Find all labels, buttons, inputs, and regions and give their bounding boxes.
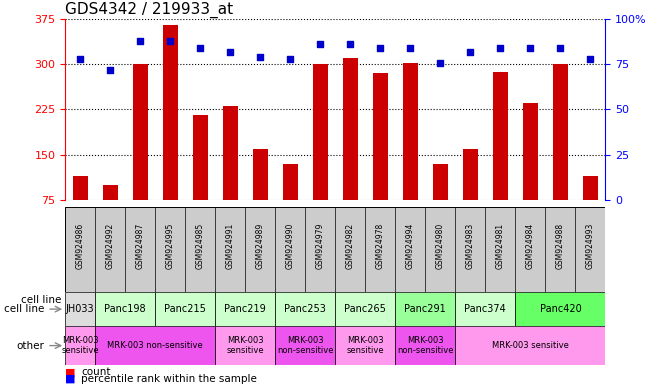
Bar	[253, 149, 268, 200]
Text: GSM924990: GSM924990	[286, 223, 295, 269]
Bar	[155, 292, 215, 326]
Point	[255, 54, 266, 60]
Bar	[433, 164, 448, 200]
Text: GSM924979: GSM924979	[316, 223, 325, 269]
Text: Panc198: Panc198	[104, 304, 146, 314]
Text: MRK-003 non-sensitive: MRK-003 non-sensitive	[107, 341, 203, 350]
Point	[285, 56, 296, 62]
Text: GSM924978: GSM924978	[376, 223, 385, 269]
Point	[495, 45, 506, 51]
Bar	[95, 326, 215, 365]
Bar	[163, 25, 178, 200]
Bar	[223, 106, 238, 200]
Text: GSM924986: GSM924986	[76, 223, 85, 269]
Bar	[65, 292, 95, 326]
Text: GSM924993: GSM924993	[586, 223, 595, 269]
Text: GSM924992: GSM924992	[105, 223, 115, 269]
Point	[405, 45, 415, 51]
Point	[555, 45, 566, 51]
Bar	[103, 185, 118, 200]
Text: other: other	[16, 341, 44, 351]
Text: MRK-003
sensitive: MRK-003 sensitive	[61, 336, 99, 355]
Bar	[283, 164, 298, 200]
Bar	[403, 63, 418, 200]
Bar	[193, 116, 208, 200]
Bar	[275, 326, 335, 365]
Bar	[335, 326, 395, 365]
Text: Panc219: Panc219	[225, 304, 266, 314]
Point	[585, 56, 596, 62]
Point	[345, 41, 355, 48]
Point	[195, 45, 205, 51]
Point	[465, 49, 475, 55]
Text: JH033: JH033	[66, 304, 94, 314]
Text: Panc291: Panc291	[404, 304, 446, 314]
Bar	[463, 149, 478, 200]
Point	[435, 60, 445, 66]
Bar	[312, 65, 327, 200]
Bar	[275, 292, 335, 326]
Text: MRK-003 sensitive: MRK-003 sensitive	[492, 341, 569, 350]
Text: GSM924991: GSM924991	[226, 223, 235, 269]
Bar	[133, 65, 148, 200]
Text: percentile rank within the sample: percentile rank within the sample	[81, 374, 257, 384]
Text: GSM924980: GSM924980	[436, 223, 445, 269]
Bar	[215, 292, 275, 326]
Text: Panc215: Panc215	[164, 304, 206, 314]
Text: cell line: cell line	[4, 304, 44, 314]
Point	[165, 38, 175, 44]
Bar	[335, 292, 395, 326]
Bar	[215, 326, 275, 365]
Text: GDS4342 / 219933_at: GDS4342 / 219933_at	[65, 2, 233, 18]
Text: GSM924994: GSM924994	[406, 223, 415, 269]
Text: GSM924995: GSM924995	[165, 223, 174, 269]
Bar	[343, 58, 358, 200]
Text: GSM924983: GSM924983	[466, 223, 475, 269]
Text: GSM924981: GSM924981	[496, 223, 505, 269]
Text: ■: ■	[65, 374, 76, 384]
Bar	[553, 65, 568, 200]
Text: GSM924982: GSM924982	[346, 223, 355, 269]
Text: cell line: cell line	[21, 295, 61, 305]
Bar	[373, 73, 388, 200]
Point	[135, 38, 145, 44]
Text: Panc253: Panc253	[284, 304, 326, 314]
Bar	[516, 292, 605, 326]
Bar	[455, 326, 605, 365]
Text: ■: ■	[65, 367, 76, 377]
Text: GSM924985: GSM924985	[196, 223, 204, 269]
Point	[525, 45, 536, 51]
Text: MRK-003
non-sensitive: MRK-003 non-sensitive	[397, 336, 454, 355]
Point	[225, 49, 236, 55]
Text: MRK-003
sensitive: MRK-003 sensitive	[346, 336, 384, 355]
Bar	[73, 175, 88, 200]
Text: count: count	[81, 367, 111, 377]
Text: GSM924988: GSM924988	[556, 223, 565, 269]
Point	[315, 41, 326, 48]
Bar	[65, 207, 605, 292]
Text: MRK-003
sensitive: MRK-003 sensitive	[227, 336, 264, 355]
Text: GSM924987: GSM924987	[135, 223, 145, 269]
Bar	[455, 292, 516, 326]
Bar	[583, 175, 598, 200]
Text: Panc265: Panc265	[344, 304, 386, 314]
Point	[75, 56, 85, 62]
Bar	[95, 292, 155, 326]
Text: GSM924989: GSM924989	[256, 223, 265, 269]
Text: Panc374: Panc374	[464, 304, 506, 314]
Bar	[493, 72, 508, 200]
Bar	[395, 326, 455, 365]
Bar	[523, 103, 538, 200]
Text: MRK-003
non-sensitive: MRK-003 non-sensitive	[277, 336, 333, 355]
Point	[105, 67, 115, 73]
Bar	[65, 326, 95, 365]
Bar	[395, 292, 455, 326]
Text: GSM924984: GSM924984	[526, 223, 535, 269]
Text: Panc420: Panc420	[540, 304, 581, 314]
Point	[375, 45, 385, 51]
